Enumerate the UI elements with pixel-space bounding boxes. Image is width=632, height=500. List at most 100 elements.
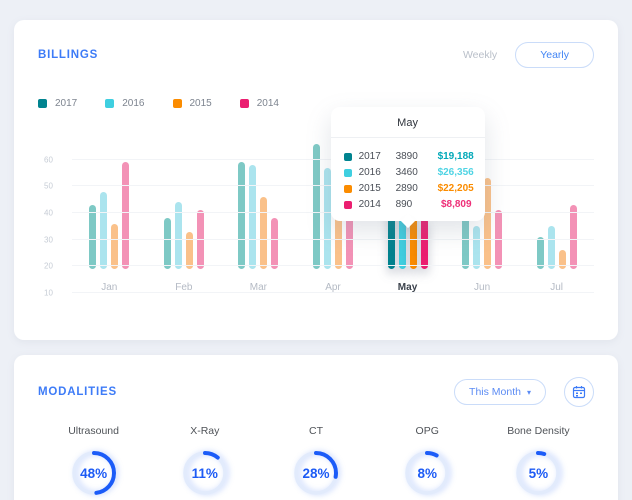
bar-group-Jul[interactable]: Jul [536,133,577,293]
bar-2017-Jan[interactable] [89,205,97,269]
bar-2016-Jul[interactable] [547,226,555,269]
tooltip-amount: $22,205 [437,183,474,194]
x-tick-label: Mar [249,282,268,293]
bar-2014-Feb[interactable] [196,210,204,269]
tooltip-year: 2015 [343,183,396,194]
bar-group-Feb[interactable]: Feb [163,133,204,293]
tooltip-amount: $26,356 [437,167,474,178]
tooltip-title: May [330,107,485,138]
bar-group-Jan[interactable]: Jan [89,133,130,293]
donut-gauge[interactable]: 5% [513,448,563,498]
calendar-button[interactable] [564,377,594,407]
billings-chart: 10 20 30 40 50 60 Jan Feb Mar Apr May Jun Jul May 2… [38,107,594,298]
legend-label: 2016 [122,98,145,109]
bar-2015-Jun[interactable] [484,178,492,269]
donut-ring-icon [71,451,116,495]
modality-label: OPG [415,425,439,437]
tooltip-value: 3460 [395,167,418,178]
y-tick-label: 30 [44,235,53,245]
tooltip-swatch [343,168,352,177]
bar-group-Mar[interactable]: Mar [238,133,279,293]
weekly-toggle[interactable]: Weekly [462,49,498,61]
gridline [72,292,594,293]
x-tick-label: Feb [175,282,193,293]
tooltip-year: 2017 [343,151,396,162]
yearly-toggle[interactable]: Yearly [515,42,594,68]
legend-label: 2017 [55,98,78,109]
x-tick-label: Apr [325,282,341,293]
bar-2015-Jul[interactable] [558,250,566,269]
donut-gauge[interactable]: 28% [291,448,341,498]
legend-swatch [38,99,47,108]
bar-2014-Apr[interactable] [345,210,353,269]
bar-2015-May[interactable] [409,194,417,269]
tooltip-year: 2016 [343,167,396,178]
billings-card: BILLINGS Weekly Yearly 2017 2016 2015 2014 … [14,20,618,340]
billings-title: BILLINGS [38,49,99,61]
tooltip-amount: $8,809 [440,199,472,210]
chart-legend: 2017 2016 2015 2014 [38,98,594,109]
legend-item-2016[interactable]: 2016 [105,98,145,109]
bar-2017-Jul[interactable] [536,237,544,269]
bar-group-Jun[interactable]: Jun [462,133,503,293]
modality-label: CT [309,425,323,437]
bar-2015-Mar[interactable] [260,197,268,269]
bar-2016-Jun[interactable] [473,226,481,269]
tooltip-amount: $19,188 [437,151,474,162]
month-filter-dropdown[interactable]: This Month ▾ [454,379,546,405]
legend-item-2014[interactable]: 2014 [239,98,279,109]
bar-2016-Apr[interactable] [323,167,331,269]
donut-gauge[interactable]: 48% [69,448,119,498]
donut-gauge[interactable]: 8% [402,448,452,498]
tooltip-row-2014: 2014 890 $8,809 [343,199,472,210]
gridline [72,265,594,267]
bar-2014-Mar[interactable] [271,218,279,269]
x-tick-label: Jul [550,282,564,293]
bar-2016-May[interactable] [398,178,406,269]
bar-2017-Mar[interactable] [238,162,246,269]
bar-2014-Jan[interactable] [122,162,130,269]
legend-swatch [239,99,249,108]
bar-2015-Feb[interactable] [185,231,193,269]
bar-2017-May[interactable] [387,183,395,269]
legend-swatch [105,99,115,108]
x-tick-label: May [397,282,418,293]
tooltip-swatch [343,152,352,161]
donut-gauge[interactable]: 11% [180,448,230,498]
modality-percent: 8% [417,465,437,481]
bar-2014-Jun[interactable] [495,210,503,269]
y-tick-label: 20 [44,261,53,271]
modality-percent: 48% [80,465,108,481]
bar-2016-Jan[interactable] [100,191,108,269]
bar-2017-Apr[interactable] [312,143,320,269]
y-tick-label: 60 [44,155,53,165]
chevron-down-icon: ▾ [526,387,531,397]
legend-item-2017[interactable]: 2017 [38,98,77,109]
bar-group-May[interactable]: May [387,133,428,293]
chart-tooltip: May 2017 3890 $19,188 2016 3460 $26,356 2015 28… [330,107,485,221]
modality-label: Ultrasound [68,425,119,437]
y-tick-label: 10 [44,288,53,298]
x-tick-label: Jun [474,282,491,293]
bar-2015-Jan[interactable] [111,223,119,269]
modalities-title: MODALITIES [38,386,117,398]
bar-2017-Feb[interactable] [163,218,171,269]
donut-ring-icon [516,451,561,495]
legend-label: 2015 [189,98,212,109]
bar-2016-Mar[interactable] [249,165,257,269]
modality-percent: 11% [191,465,218,481]
y-axis: 10 20 30 40 50 60 [38,133,72,297]
tooltip-row-2017: 2017 3890 $19,188 [343,151,474,162]
bar-2017-Jun[interactable] [462,194,470,269]
bar-2014-May[interactable] [420,218,428,269]
legend-item-2015[interactable]: 2015 [172,98,212,109]
modality-percent: 28% [302,465,330,481]
calendar-icon [572,386,586,399]
tooltip-value: 2890 [395,183,418,194]
bar-2016-Feb[interactable] [174,202,182,269]
bar-2014-Jul[interactable] [569,205,577,269]
